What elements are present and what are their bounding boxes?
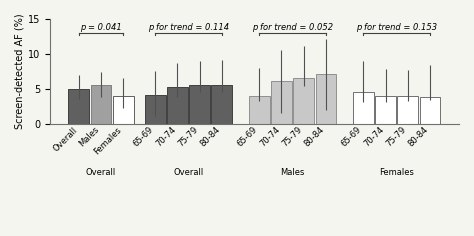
Bar <box>167 87 188 124</box>
Y-axis label: Screen-detected AF (%): Screen-detected AF (%) <box>15 14 25 129</box>
Bar <box>113 96 134 124</box>
Bar <box>353 93 374 124</box>
Text: p for trend = 0.114: p for trend = 0.114 <box>148 23 229 32</box>
Bar <box>419 97 440 124</box>
Bar <box>249 96 270 124</box>
Bar <box>189 85 210 124</box>
Text: Males: Males <box>281 168 305 177</box>
Text: p for trend = 0.153: p for trend = 0.153 <box>356 23 437 32</box>
Bar <box>375 96 396 124</box>
Text: p for trend = 0.052: p for trend = 0.052 <box>252 23 333 32</box>
Text: Overall: Overall <box>86 168 116 177</box>
Bar <box>68 89 89 124</box>
Bar <box>293 78 314 124</box>
Text: Overall: Overall <box>173 168 204 177</box>
Bar <box>316 74 337 124</box>
Bar <box>397 96 418 124</box>
Bar <box>145 95 165 124</box>
Bar <box>271 81 292 124</box>
Bar <box>91 85 111 124</box>
Bar <box>211 85 232 124</box>
Text: Females: Females <box>379 168 414 177</box>
Text: p = 0.041: p = 0.041 <box>80 23 122 32</box>
